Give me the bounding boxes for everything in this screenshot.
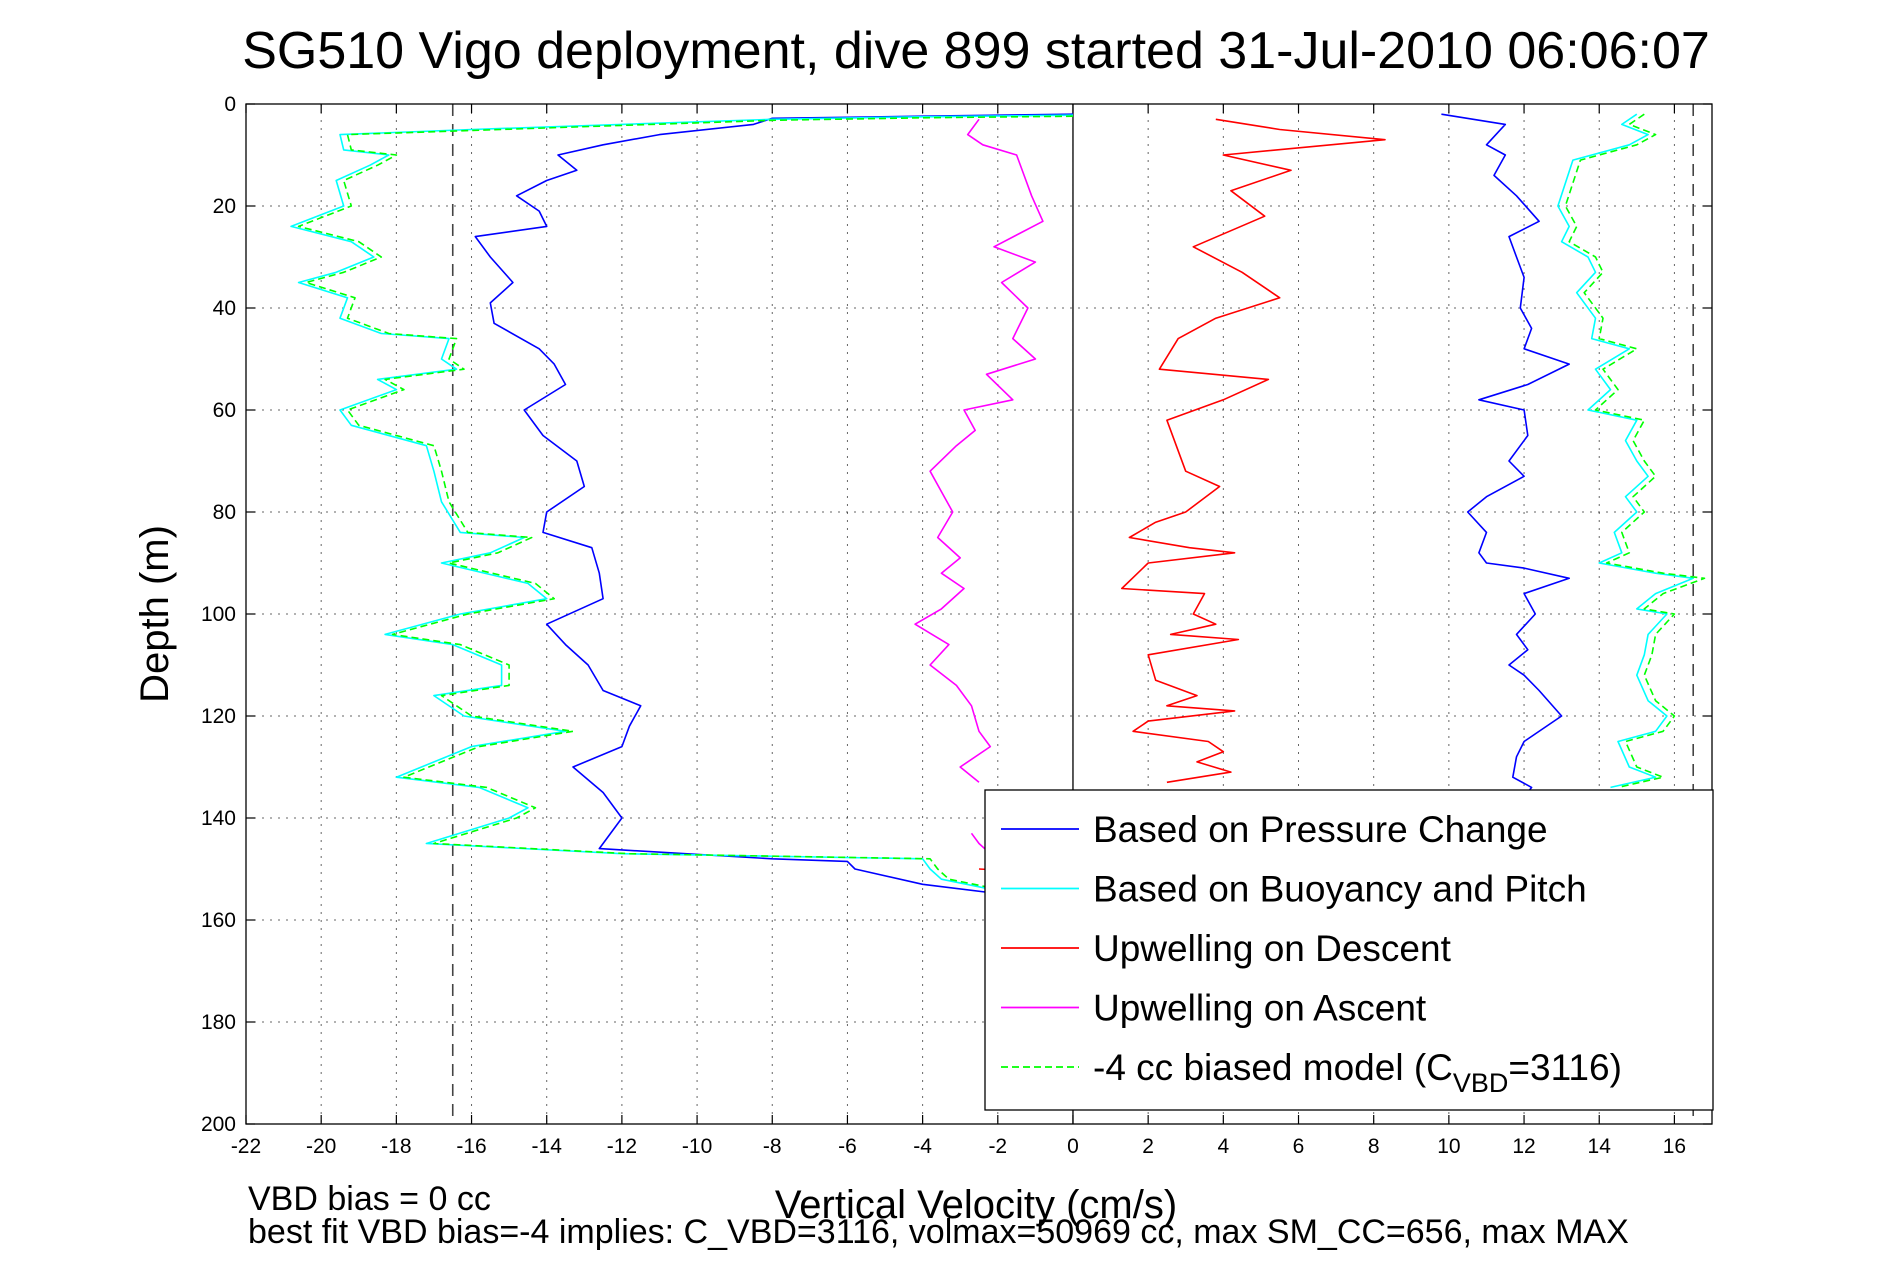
x-axis-label: Vertical Velocity (cm/s) — [775, 1183, 1177, 1227]
legend-entries: Based on Pressure Change Based on Buoyanc… — [1001, 809, 1622, 1098]
x-tick-label: -2 — [988, 1135, 1007, 1158]
y-tick-label: 180 — [201, 1011, 236, 1034]
x-tick-label: -4 — [913, 1135, 932, 1158]
x-tick-label: 4 — [1217, 1135, 1229, 1158]
x-tick-label: 16 — [1663, 1135, 1686, 1158]
y-tick-label: 20 — [213, 195, 236, 218]
axis-ticks: -22 -20 -18 -16 -14 -12 -10 -8 -6 -4 -2 0 2 4 6 8 10 12 14… — [201, 93, 1712, 1158]
series-line — [1564, 113, 1706, 789]
legend-label: Based on Pressure Change — [1093, 809, 1548, 850]
vbd-bias-note: VBD bias = 0 cc — [248, 1180, 491, 1218]
x-tick-label: 12 — [1512, 1135, 1535, 1158]
series-line — [914, 118, 1044, 783]
legend-box — [984, 789, 1714, 1111]
y-tick-label: 140 — [201, 807, 236, 830]
y-tick-label: 60 — [213, 399, 236, 422]
x-tick-label: 8 — [1368, 1135, 1380, 1158]
x-tick-label: 6 — [1293, 1135, 1305, 1158]
legend: Based on Pressure Change Based on Buoyanc… — [984, 789, 1714, 1111]
y-tick-label: 100 — [201, 603, 236, 626]
y-axis-label: Depth (m) — [133, 525, 177, 703]
x-tick-label: -12 — [607, 1135, 637, 1158]
legend-label-part: -4 cc biased model (C — [1093, 1047, 1453, 1088]
series-trace — [297, 115, 1074, 896]
series-line — [1121, 118, 1386, 784]
x-tick-label: -6 — [838, 1135, 857, 1158]
x-tick-label: -14 — [532, 1135, 563, 1158]
y-tick-label: 160 — [201, 909, 236, 932]
x-tick-label: 14 — [1588, 1135, 1612, 1158]
x-tick-label: 10 — [1437, 1135, 1460, 1158]
chart-title: SG510 Vigo deployment, dive 899 started … — [242, 22, 1710, 80]
legend-label-part: =3116) — [1508, 1047, 1622, 1088]
series-trace — [474, 113, 1074, 896]
series-lines — [290, 113, 1706, 896]
legend-label: Upwelling on Ascent — [1093, 988, 1427, 1029]
y-tick-label: 120 — [201, 705, 236, 728]
legend-label: -4 cc biased model (CVBD=3116) — [1093, 1047, 1622, 1098]
x-tick-label: -16 — [456, 1135, 486, 1158]
x-tick-label: 0 — [1067, 1135, 1079, 1158]
x-tick-label: -20 — [306, 1135, 336, 1158]
x-tick-label: -8 — [763, 1135, 782, 1158]
best-fit-note: best fit VBD bias=-4 implies: C_VBD=3116… — [248, 1213, 1629, 1251]
series-line — [1557, 113, 1694, 789]
legend-label-subscript: VBD — [1453, 1068, 1509, 1098]
x-tick-label: -18 — [381, 1135, 411, 1158]
x-tick-label: -10 — [682, 1135, 712, 1158]
legend-label: Based on Buoyancy and Pitch — [1093, 869, 1587, 910]
legend-label: Upwelling on Descent — [1093, 928, 1452, 969]
y-tick-label: 200 — [201, 1113, 236, 1136]
y-tick-label: 40 — [213, 297, 236, 320]
x-tick-label: 2 — [1142, 1135, 1154, 1158]
x-tick-label: -22 — [231, 1135, 261, 1158]
series-trace — [290, 114, 1074, 896]
series-line — [1441, 113, 1570, 804]
y-tick-label: 80 — [213, 501, 236, 524]
y-tick-label: 0 — [224, 93, 236, 116]
